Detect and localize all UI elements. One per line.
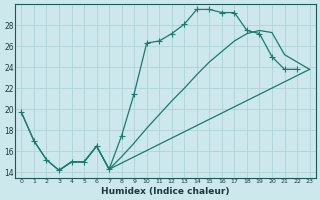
X-axis label: Humidex (Indice chaleur): Humidex (Indice chaleur) xyxy=(101,187,230,196)
